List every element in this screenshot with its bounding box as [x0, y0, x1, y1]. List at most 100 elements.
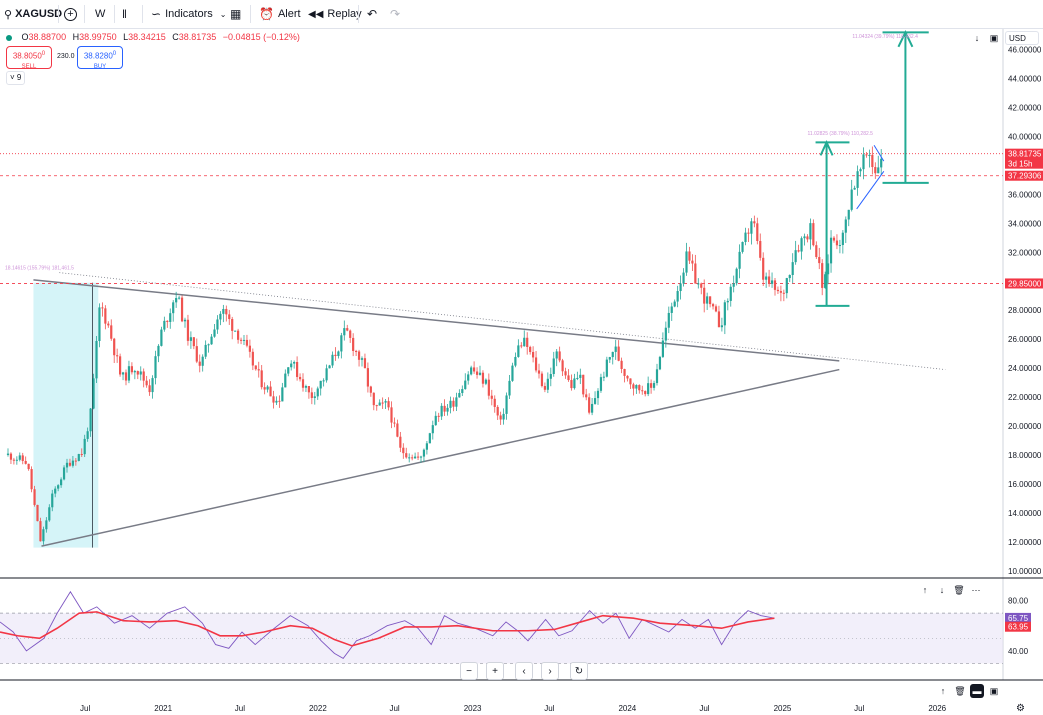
- candle-body: [685, 251, 688, 273]
- redo-button[interactable]: ↷: [390, 0, 400, 28]
- candle-body: [779, 291, 782, 293]
- candle-body: [593, 398, 597, 404]
- trash-icon[interactable]: 🗑: [953, 584, 965, 595]
- arrow-up-icon[interactable]: ↑: [940, 686, 946, 696]
- candle-body: [832, 237, 836, 241]
- scroll-left-icon[interactable]: ‹: [515, 662, 533, 680]
- ohlc-c-key: C: [172, 32, 179, 42]
- zoom-out-icon[interactable]: −: [460, 662, 478, 680]
- candle-body: [714, 306, 718, 312]
- candle-body: [726, 300, 729, 303]
- projection-label: 11.02825 (38.79%) 110,282.5: [808, 131, 874, 137]
- candle-body: [579, 374, 582, 378]
- add-symbol-button[interactable]: +: [64, 0, 77, 28]
- arrow-up-icon[interactable]: ↑: [922, 585, 928, 595]
- candle-body: [142, 371, 145, 381]
- candle-body: [617, 346, 620, 361]
- candle-body: [172, 302, 175, 314]
- buy-button[interactable]: 38.82800 BUY: [77, 46, 123, 70]
- symbol-search[interactable]: ⚲ XAGUSD: [4, 0, 62, 28]
- candle-body: [281, 387, 284, 402]
- candle-body: [402, 447, 405, 454]
- candle-body: [652, 383, 656, 388]
- candle-body: [89, 408, 92, 432]
- candle-body: [735, 268, 738, 284]
- maximize-icon[interactable]: ▣: [989, 685, 999, 696]
- triangle-upper-line[interactable]: [33, 279, 840, 362]
- arrow-down-icon[interactable]: ↓: [974, 33, 980, 43]
- candle-body: [629, 378, 632, 385]
- candle-body: [700, 283, 703, 288]
- candle-body: [493, 398, 496, 407]
- rsi-ma-line: [0, 611, 775, 647]
- collapse-icon[interactable]: ▬: [970, 684, 984, 698]
- undo-icon: ↶: [367, 7, 378, 21]
- candle-body: [237, 330, 240, 340]
- candle-body: [552, 358, 555, 375]
- projection-label: 18.14615 (155.79%) 181,461.5: [5, 266, 74, 272]
- scroll-right-icon[interactable]: ›: [541, 662, 559, 680]
- y-tick-label: 36.00000: [1008, 190, 1042, 199]
- currency-button[interactable]: USD: [1005, 31, 1039, 45]
- trash-icon[interactable]: 🗑: [954, 685, 966, 696]
- wedge-upper-line[interactable]: [873, 144, 885, 162]
- rsi-tick-label: 40.00: [1008, 647, 1029, 656]
- candle-body: [113, 338, 116, 356]
- interval-button[interactable]: W: [95, 0, 105, 28]
- plus-circle-icon: +: [64, 7, 77, 21]
- candle-body: [325, 368, 328, 381]
- candle-body: [788, 275, 791, 279]
- arrow-down-icon[interactable]: ↓: [939, 585, 945, 595]
- x-tick-label: Jul: [235, 704, 245, 713]
- reset-icon[interactable]: ↻: [570, 662, 588, 680]
- more-icon[interactable]: ⋯: [971, 584, 981, 595]
- candle-body: [821, 263, 824, 288]
- candle-body: [198, 361, 201, 366]
- chart-type-button[interactable]: ‖: [122, 0, 127, 28]
- x-tick-label: 2021: [154, 704, 172, 713]
- candle-body: [260, 370, 263, 388]
- candle-body: [48, 507, 51, 521]
- candle-body: [30, 469, 33, 490]
- sell-button[interactable]: 38.80500 SELL: [6, 46, 52, 70]
- sell-label: SELL: [21, 63, 37, 70]
- candle-body: [797, 250, 800, 252]
- triangle-lower-line[interactable]: [41, 368, 840, 547]
- candle-body: [567, 375, 570, 381]
- indicators-button[interactable]: ∽ Indicators ⌄: [151, 0, 226, 28]
- candle-body: [785, 278, 788, 294]
- wedge-lower-line[interactable]: [856, 170, 885, 210]
- layout-icon[interactable]: ▣: [989, 32, 999, 43]
- ohlc-l-value: 38.34215: [128, 32, 166, 42]
- candle-body: [676, 291, 679, 302]
- candle-body: [207, 344, 210, 346]
- candle-body: [611, 351, 614, 358]
- candle-body: [71, 460, 74, 466]
- alert-button[interactable]: ⏰ Alert: [259, 0, 301, 28]
- candle-body: [588, 397, 591, 413]
- scale-controls: − + ‹ › ↻: [460, 662, 588, 680]
- y-tick-label: 22.00000: [1008, 393, 1042, 402]
- undo-button[interactable]: ↶: [367, 0, 377, 28]
- templates-button[interactable]: ▦: [230, 0, 241, 28]
- candle-body: [455, 397, 458, 407]
- indicator-toggle[interactable]: ˅ 9: [6, 71, 26, 85]
- measure-box[interactable]: [33, 282, 99, 548]
- candle-body: [644, 391, 647, 395]
- zoom-in-icon[interactable]: +: [486, 662, 504, 680]
- candle-body: [216, 319, 219, 330]
- candle-body: [251, 351, 254, 366]
- replay-button[interactable]: ◀◀ Replay: [308, 0, 362, 28]
- candle-body: [33, 489, 36, 505]
- candle-body: [859, 169, 862, 172]
- candle-body: [160, 329, 163, 346]
- rsi-line: [0, 590, 775, 659]
- candle-body: [635, 385, 638, 389]
- candle-body: [219, 313, 222, 320]
- candle-body: [576, 377, 579, 379]
- indicators-icon: ∽: [151, 7, 162, 21]
- settings-button[interactable]: ⚙: [1016, 703, 1025, 714]
- candle-body: [759, 240, 762, 258]
- candle-body: [744, 232, 747, 242]
